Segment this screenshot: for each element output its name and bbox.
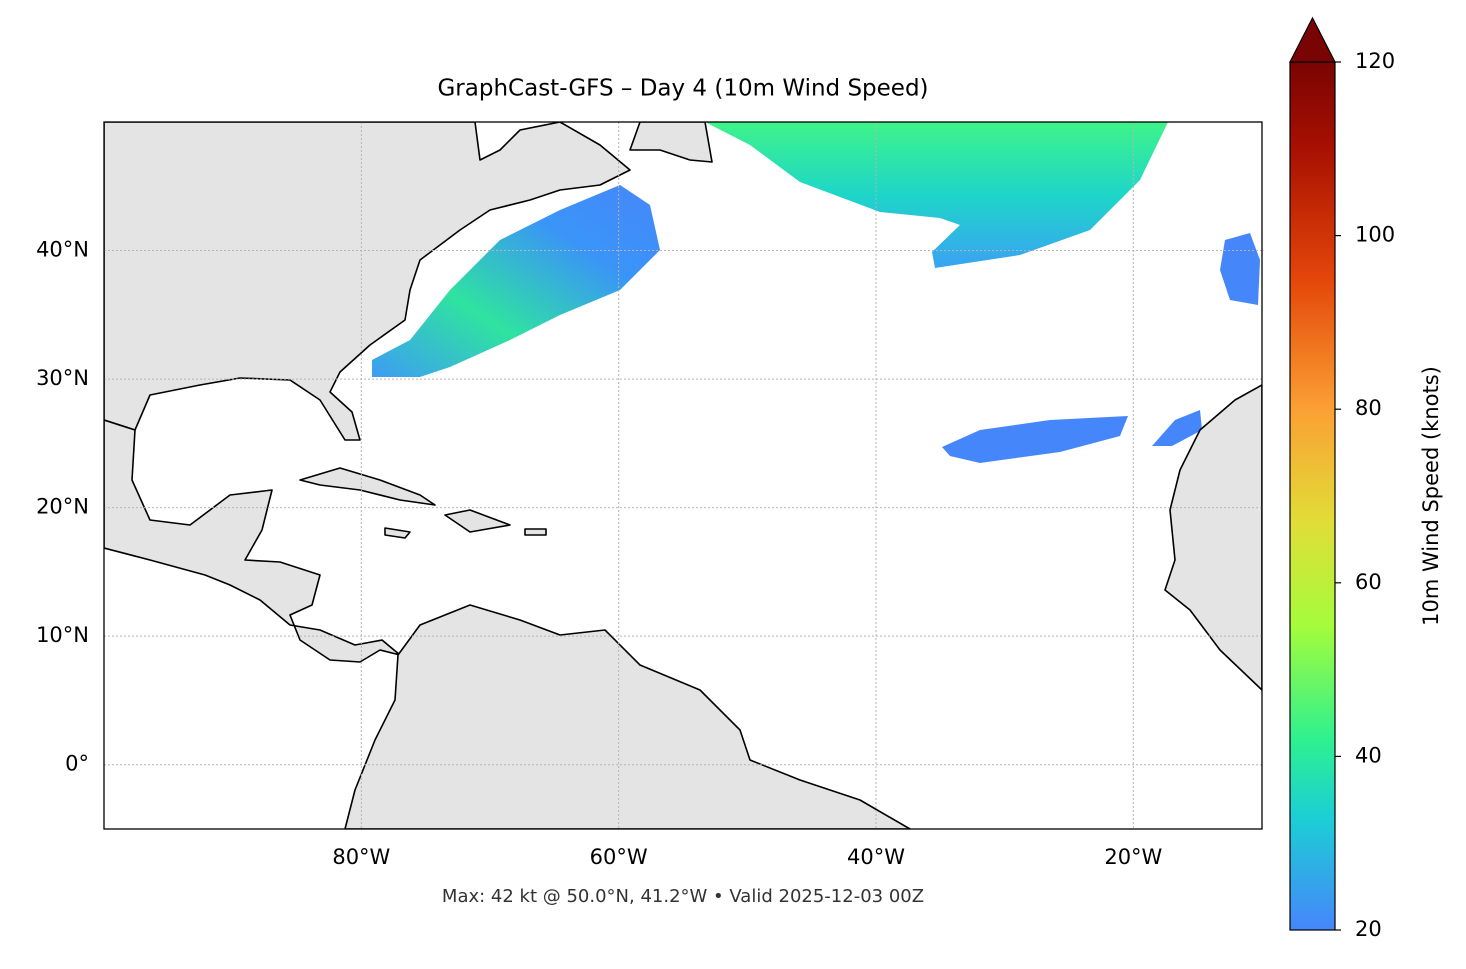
colorbar — [1289, 61, 1336, 931]
land — [104, 122, 1262, 829]
x-tick-label: 60°W — [590, 845, 648, 869]
map-title: GraphCast-GFS – Day 4 (10m Wind Speed) — [437, 76, 928, 102]
y-tick-label: 20°N — [36, 495, 89, 519]
map-frame — [103, 121, 1263, 830]
colorbar-extend — [1289, 16, 1336, 63]
colorbar-tick-label: 100 — [1355, 223, 1395, 247]
colorbar-tick-label: 120 — [1355, 49, 1395, 73]
y-tick-label: 40°N — [36, 238, 89, 262]
x-tick-label: 20°W — [1104, 845, 1162, 869]
x-tick-label: 80°W — [332, 845, 390, 869]
wind-swaths — [372, 122, 1260, 463]
y-tick-label: 10°N — [36, 623, 89, 647]
x-tick-label: 40°W — [847, 845, 905, 869]
colorbar-tick-label: 20 — [1355, 917, 1382, 941]
y-tick-label: 30°N — [36, 366, 89, 390]
y-tick-label: 0° — [65, 752, 89, 776]
colorbar-tick-label: 80 — [1355, 396, 1382, 420]
colorbar-tick-label: 60 — [1355, 570, 1382, 594]
map-area — [104, 122, 1262, 829]
colorbar-label: 10m Wind Speed (knots) — [1419, 366, 1443, 626]
colorbar-tick-label: 40 — [1355, 743, 1382, 767]
map-footer: Max: 42 kt @ 50.0°N, 41.2°W • Valid 2025… — [442, 886, 924, 907]
